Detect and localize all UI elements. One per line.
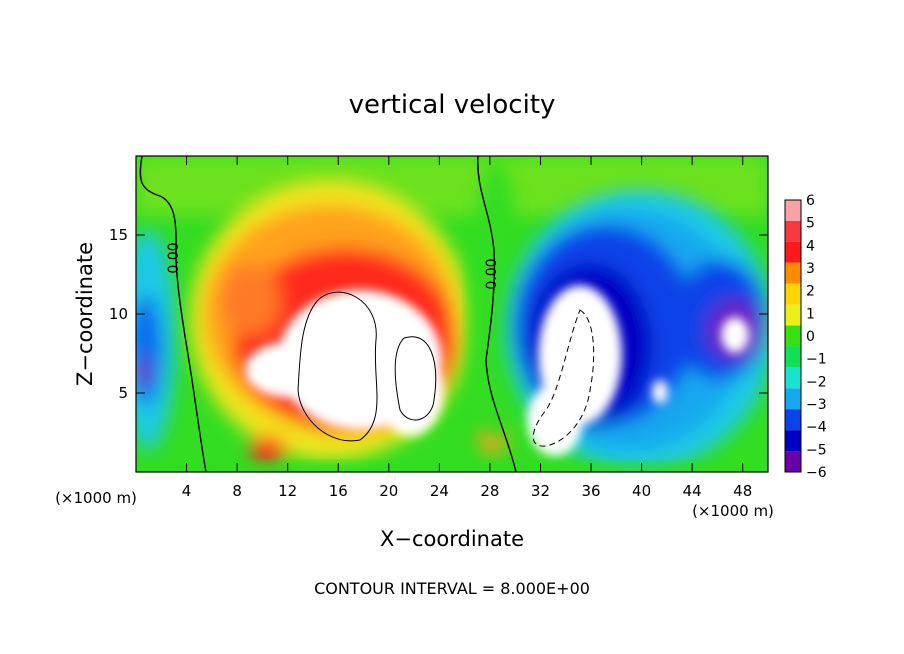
colorbar-label: −3 xyxy=(806,397,827,413)
colorbar-swatch xyxy=(785,409,801,431)
colorbar: 6 5 4 3 2 1 0 −1 −2 −3 −4 −5 −6 xyxy=(784,193,827,481)
colorbar-swatch xyxy=(785,346,801,368)
x-tick-label: 24 xyxy=(430,482,449,500)
contour-positive-right xyxy=(394,336,437,421)
colorbar-label: −1 xyxy=(806,352,827,368)
contour-negative xyxy=(532,309,595,447)
contour-lines xyxy=(139,156,595,472)
x-tick-label: 8 xyxy=(232,482,242,500)
x-tick-label: 28 xyxy=(480,482,499,500)
y-axis-ticks: 5 10 15 xyxy=(109,226,768,402)
colorbar-swatch xyxy=(785,283,801,305)
colorbar-label: 1 xyxy=(806,306,815,322)
x-axis-title: X−coordinate xyxy=(380,527,524,551)
y-tick-label: 5 xyxy=(118,384,128,402)
y-tick-label: 10 xyxy=(109,305,128,323)
x-unit-left: (×1000 m) xyxy=(55,489,137,507)
contour-label-left: 0.00 xyxy=(166,242,182,273)
colorbar-swatch xyxy=(785,388,801,410)
left-downdraft xyxy=(136,230,176,450)
x-tick-label: 40 xyxy=(632,482,651,500)
colorbar-swatch xyxy=(785,200,801,221)
x-tick-label: 36 xyxy=(581,482,600,500)
colorbar-label: −6 xyxy=(806,465,827,481)
downdraft-core xyxy=(527,285,749,456)
contour-zero-middle xyxy=(477,156,517,472)
chart-title: vertical velocity xyxy=(349,90,556,120)
colorbar-label: 6 xyxy=(806,193,815,209)
colorbar-label: −4 xyxy=(806,420,827,436)
x-unit-right: (×1000 m) xyxy=(692,502,774,520)
colorbar-swatch xyxy=(785,304,801,326)
x-tick-label: 44 xyxy=(683,482,702,500)
colorbar-swatch xyxy=(785,220,801,242)
colorbar-swatch xyxy=(785,262,801,284)
colorbar-label: 3 xyxy=(806,261,815,277)
colorbar-label: −2 xyxy=(806,374,827,390)
field-lower-band xyxy=(136,462,768,472)
contour-zero-left xyxy=(139,156,207,472)
x-tick-label: 4 xyxy=(182,482,192,500)
central-gap xyxy=(472,160,520,440)
colorbar-swatch xyxy=(785,241,801,263)
colorbar-label: 5 xyxy=(806,216,815,232)
x-tick-label: 16 xyxy=(329,482,348,500)
x-tick-label: 12 xyxy=(278,482,297,500)
y-tick-label: 15 xyxy=(109,226,128,244)
colorbar-swatch xyxy=(785,451,801,472)
contour-label-middle: 0.00 xyxy=(484,258,500,289)
colorbar-label: 2 xyxy=(806,284,815,300)
x-tick-label: 20 xyxy=(379,482,398,500)
colorbar-frame xyxy=(784,199,802,473)
x-tick-label: 48 xyxy=(733,482,752,500)
colorbar-swatch xyxy=(785,430,801,452)
colorbar-swatch xyxy=(785,325,801,347)
colorbar-label: −5 xyxy=(806,442,827,458)
contour-positive xyxy=(297,291,378,442)
colorbar-label: 0 xyxy=(806,329,815,345)
colorbar-swatch xyxy=(785,367,801,389)
contour-interval-note: CONTOUR INTERVAL = 8.000E+00 xyxy=(314,579,590,598)
colorbar-label: 4 xyxy=(806,238,815,254)
velocity-field xyxy=(136,156,768,472)
y-axis-title: Z−coordinate xyxy=(73,242,97,386)
updraft-core xyxy=(245,290,444,436)
x-tick-label: 32 xyxy=(531,482,550,500)
x-axis-ticks: 4 8 12 16 20 24 28 32 36 40 44 48 xyxy=(182,156,752,500)
